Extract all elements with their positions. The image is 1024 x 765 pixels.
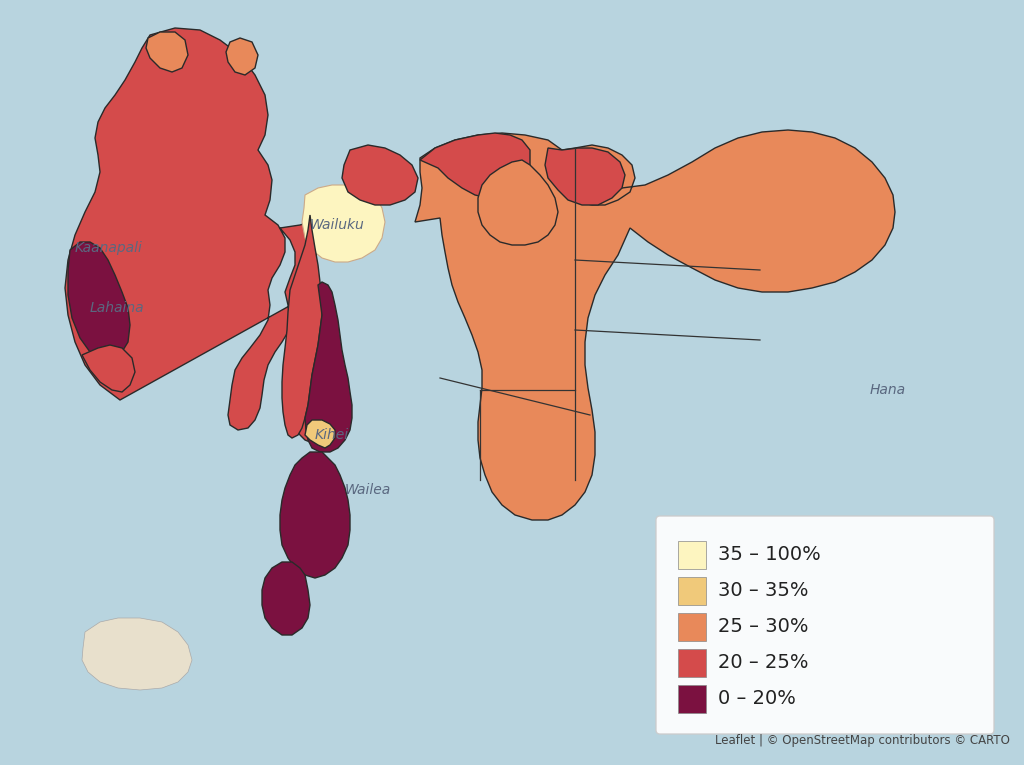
FancyBboxPatch shape (656, 516, 994, 734)
Text: 35 – 100%: 35 – 100% (718, 545, 821, 565)
Text: 30 – 35%: 30 – 35% (718, 581, 809, 601)
Polygon shape (305, 420, 335, 448)
Text: Wailea: Wailea (345, 483, 391, 497)
Polygon shape (305, 282, 352, 452)
Polygon shape (262, 562, 310, 635)
Polygon shape (146, 32, 188, 72)
Polygon shape (82, 345, 135, 392)
Bar (678, 613, 706, 641)
Polygon shape (420, 133, 530, 198)
Bar (678, 685, 706, 713)
Text: 25 – 30%: 25 – 30% (718, 617, 809, 636)
Bar (678, 541, 706, 569)
Text: Lahaina: Lahaina (90, 301, 144, 315)
Polygon shape (65, 28, 322, 442)
Polygon shape (478, 160, 558, 245)
Text: 0 – 20%: 0 – 20% (718, 689, 796, 708)
Text: Kaanapali: Kaanapali (75, 241, 143, 255)
Polygon shape (282, 215, 322, 438)
Polygon shape (342, 145, 418, 205)
Text: Wailuku: Wailuku (310, 218, 365, 232)
Bar (678, 649, 706, 677)
Polygon shape (415, 130, 895, 520)
Text: Kihei: Kihei (315, 428, 349, 442)
Bar (678, 577, 706, 605)
Text: Hana: Hana (870, 383, 906, 397)
Polygon shape (280, 452, 350, 578)
Text: Leaflet | © OpenStreetMap contributors © CARTO: Leaflet | © OpenStreetMap contributors ©… (715, 734, 1010, 747)
Polygon shape (82, 618, 193, 690)
Polygon shape (302, 185, 385, 262)
Text: 20 – 25%: 20 – 25% (718, 653, 809, 672)
Polygon shape (68, 242, 130, 362)
Polygon shape (545, 148, 625, 205)
Polygon shape (226, 38, 258, 75)
